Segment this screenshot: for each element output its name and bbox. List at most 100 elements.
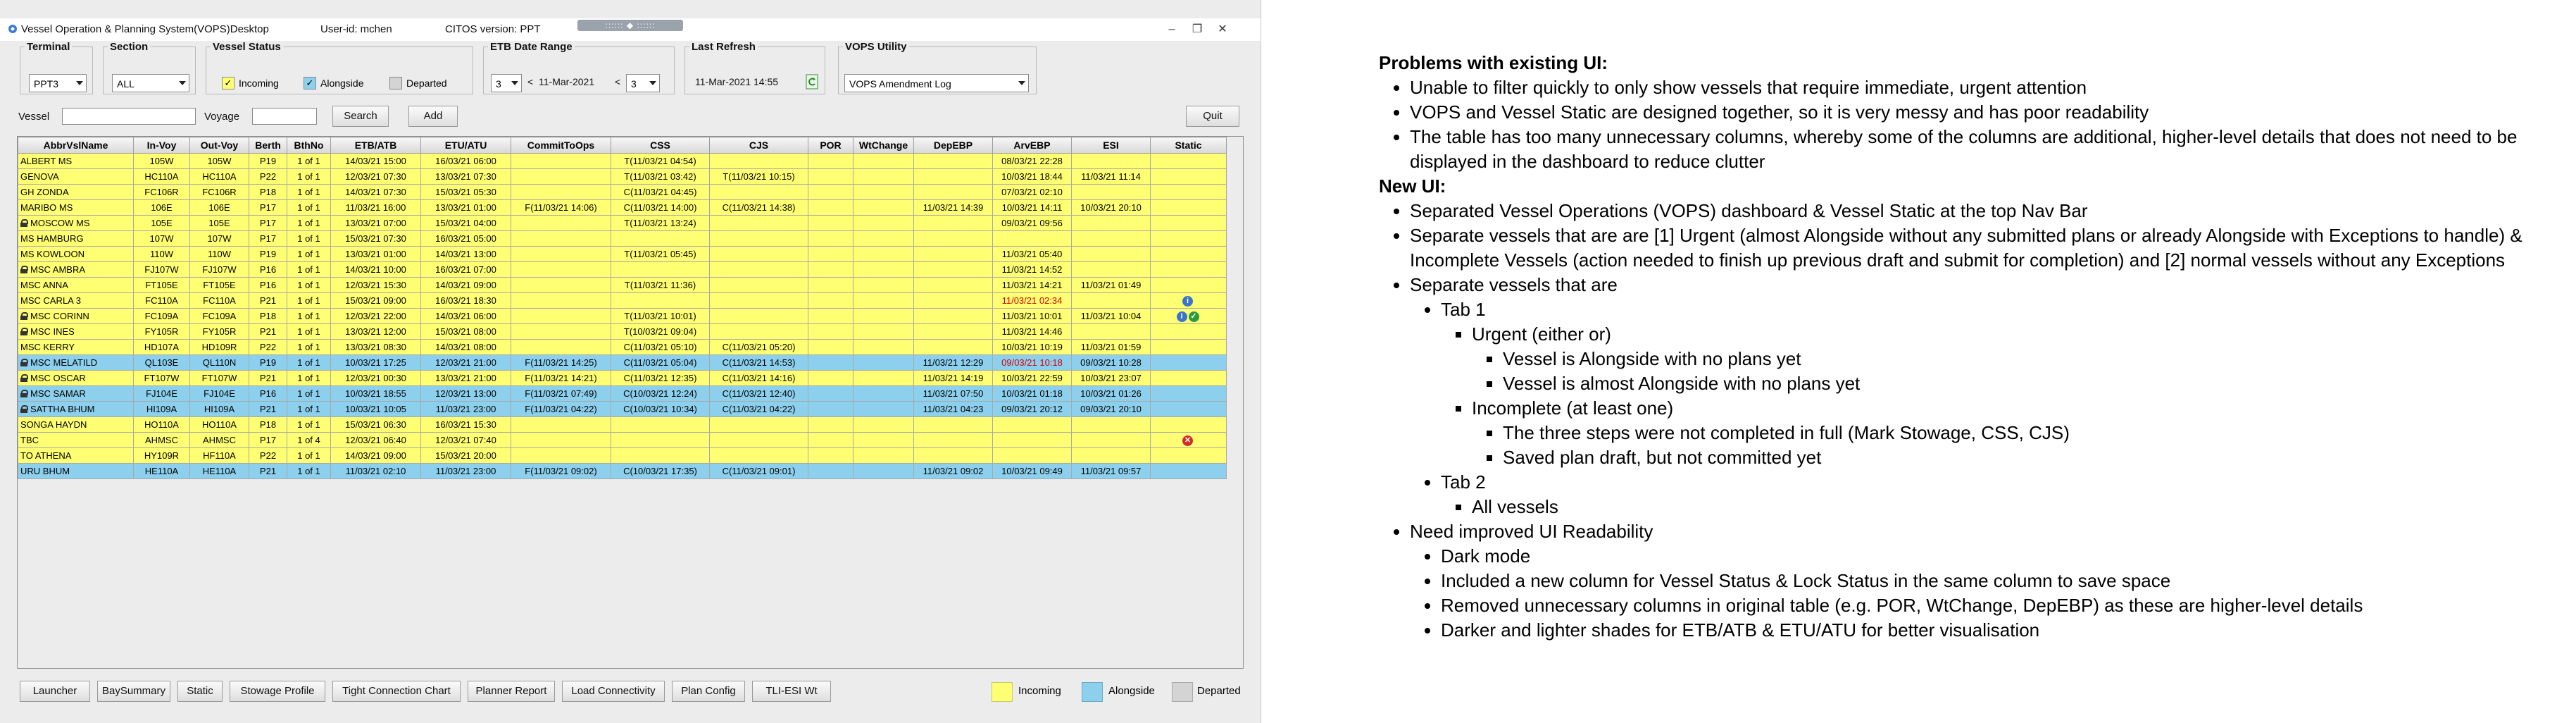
table-cell (808, 323, 854, 340)
terminal-select[interactable]: PPT3 (29, 74, 87, 92)
bottom-button-tight-connection-chart[interactable]: Tight Connection Chart (332, 681, 461, 702)
vessel-input[interactable] (62, 108, 196, 125)
etb-date-range-group: ETB Date Range 3 < 11-Mar-2021 < 3 (483, 41, 675, 94)
table-row[interactable]: SONGA HAYDN HO110A HO110A P18 1 of 1 15/03/21… (18, 416, 1227, 433)
table-cell (853, 215, 914, 231)
column-header[interactable]: POR (808, 137, 854, 154)
table-cell (853, 277, 914, 293)
table-row[interactable]: MSC MELATILD QL103E QL110N P19 1 of 1 10/03/2… (18, 354, 1227, 371)
column-header[interactable]: ETU/ATU (420, 137, 511, 154)
restore-button[interactable]: ❐ (1192, 23, 1203, 35)
column-header[interactable]: In-Voy (133, 137, 190, 154)
table-cell: MSC MELATILD (18, 354, 134, 371)
bottom-button-planner-report[interactable]: Planner Report (468, 681, 555, 702)
table-cell: 16/03/21 06:00 (420, 153, 511, 169)
table-row[interactable]: MSC INES FY105R FY105R P21 1 of 1 13/03/21 12… (18, 323, 1227, 340)
table-cell: 10/03/21 22:59 (992, 370, 1072, 386)
info-icon[interactable]: i (1182, 295, 1193, 307)
table-cell: 09/03/21 20:10 (1071, 401, 1151, 417)
table-row[interactable]: MSC KERRY HD107A HD109R P22 1 of 1 13/03/21 0… (18, 339, 1227, 355)
column-header[interactable]: CommitToOps (511, 137, 611, 154)
alongside-checkbox[interactable]: ✓ (304, 77, 316, 89)
table-row[interactable]: GENOVA HC110A HC110A P22 1 of 1 12/03/21 07:3… (18, 168, 1227, 185)
column-header[interactable]: Berth (249, 137, 287, 154)
table-row[interactable]: MARIBO MS 106E 106E P17 1 of 1 11/03/21 16:00… (18, 199, 1227, 216)
cell-text: P22 (259, 171, 277, 182)
column-header[interactable]: CSS (611, 137, 710, 154)
bottom-button-launcher[interactable]: Launcher (20, 681, 90, 702)
bottom-button-baysummary[interactable]: BaySummary (97, 681, 170, 702)
table-row[interactable]: MSC CORINN FC109A FC109A P18 1 of 1 12/03/21 … (18, 308, 1227, 324)
bottom-button-load-connectivity[interactable]: Load Connectivity (562, 681, 665, 702)
table-row[interactable]: MSC AMBRA FJ107W FJ107W P16 1 of 1 14/03/21 1… (18, 261, 1227, 278)
column-header[interactable]: WtChange (853, 137, 914, 154)
quit-button[interactable]: Quit (1186, 106, 1239, 127)
section-select[interactable]: ALL (112, 74, 189, 92)
table-row[interactable]: MOSCOW MS 105E 105E P17 1 of 1 13/03/21 07:00… (18, 215, 1227, 231)
table-cell (1071, 323, 1151, 340)
column-header[interactable]: BthNo (287, 137, 331, 154)
column-header[interactable]: DepEBP (913, 137, 993, 154)
column-header[interactable]: CJS (709, 137, 808, 154)
etb-range-before-select[interactable]: 3 (491, 74, 522, 92)
cell-text: MS KOWLOON (20, 249, 85, 259)
table-row[interactable]: MSC SAMAR FJ104E FJ104E P16 1 of 1 10/03/21 1… (18, 385, 1227, 402)
cell-text: P21 (259, 404, 277, 414)
table-cell (1071, 230, 1151, 247)
table-cell: GH ZONDA (18, 184, 134, 200)
table-cell (913, 261, 993, 278)
column-header[interactable]: Out-Voy (189, 137, 249, 154)
check-icon[interactable]: ✓ (1188, 311, 1199, 322)
table-cell (611, 447, 710, 464)
table-cell (913, 215, 993, 231)
column-header[interactable]: ArvEBP (992, 137, 1072, 154)
bottom-button-static[interactable]: Static (177, 681, 223, 702)
table-row[interactable]: TO ATHENA HY109R HF110A P22 1 of 1 14/03/21 0… (18, 447, 1227, 464)
table-row[interactable]: MS HAMBURG 107W 107W P17 1 of 1 15/03/21 07:3… (18, 230, 1227, 247)
vops-utility-select[interactable]: VOPS Amendment Log (844, 74, 1029, 92)
table-row[interactable]: MSC OSCAR FT107W FT107W P21 1 of 1 12/03/21 0… (18, 370, 1227, 386)
etb-range-after-select[interactable]: 3 (626, 74, 660, 92)
add-button[interactable]: Add (408, 106, 458, 127)
incoming-checkbox[interactable]: ✓ (222, 77, 235, 89)
terminal-group: Terminal PPT3 (20, 41, 93, 94)
cell-text: P22 (259, 342, 277, 352)
table-cell: 1 of 1 (287, 385, 331, 402)
column-header[interactable]: Static (1150, 137, 1227, 154)
refresh-icon[interactable] (805, 74, 819, 93)
minimize-button[interactable]: – (1168, 23, 1175, 35)
table-cell: 13/03/21 01:00 (330, 246, 421, 262)
table-cell (511, 323, 611, 340)
table-row[interactable]: TBC AHMSC AHMSC P17 1 of 4 12/03/21 06:40 12/0… (18, 432, 1227, 448)
table-row[interactable]: URU BHUM HE110A HE110A P21 1 of 1 11/03/21 02… (18, 463, 1227, 479)
table-row[interactable]: GH ZONDA FC106R FC106R P18 1 of 1 14/03/21 07… (18, 184, 1227, 200)
column-header[interactable]: AbbrVslName (18, 137, 134, 154)
table-cell (992, 432, 1072, 448)
table-cell (511, 447, 611, 464)
table-row[interactable]: ALBERT MS 105W 105W P19 1 of 1 14/03/21 15:00… (18, 153, 1227, 169)
voyage-input[interactable] (252, 108, 317, 125)
table-cell: C(11/03/21 12:40) (709, 385, 808, 402)
info-icon[interactable]: i (1176, 311, 1187, 322)
table-cell (709, 447, 808, 464)
error-icon[interactable]: ✕ (1182, 435, 1193, 446)
column-header[interactable]: ESI (1071, 137, 1151, 154)
close-window-button[interactable]: ✕ (1218, 23, 1227, 35)
bottom-button-tli-esi-wt[interactable]: TLI-ESI Wt (752, 681, 831, 702)
bottom-button-stowage-profile[interactable]: Stowage Profile (230, 681, 325, 702)
table-cell: 1 of 4 (287, 432, 331, 448)
table-cell (1150, 385, 1227, 402)
urgent-item: Vessel is almost Alongside with no plans… (1503, 371, 2534, 396)
departed-checkbox[interactable] (389, 77, 402, 89)
table-cell: 14/03/21 07:30 (330, 184, 421, 200)
table-row[interactable]: MS KOWLOON 110W 110W P19 1 of 1 13/03/21 01:0… (18, 246, 1227, 262)
table-row[interactable]: SATTHA BHUM HI109A HI109A P21 1 of 1 10/03/21… (18, 401, 1227, 417)
vessel-table-container: AbbrVslName In-Voy Out-Voy Berth BthNo ETB/AT… (17, 136, 1244, 669)
table-row[interactable]: MSC CARLA 3 FC110A FC110A P21 1 of 1 15/03/21… (18, 292, 1227, 309)
table-row[interactable]: MSC ANNA FT105E FT105E P16 1 of 1 12/03/21 15… (18, 277, 1227, 293)
window-drag-grip[interactable]: :::::: ◆ :::::: (577, 20, 683, 31)
cell-text: C(11/03/21 04:45) (623, 187, 697, 197)
search-button[interactable]: Search (332, 106, 389, 127)
column-header[interactable]: ETB/ATB (330, 137, 421, 154)
bottom-button-plan-config[interactable]: Plan Config (672, 681, 745, 702)
